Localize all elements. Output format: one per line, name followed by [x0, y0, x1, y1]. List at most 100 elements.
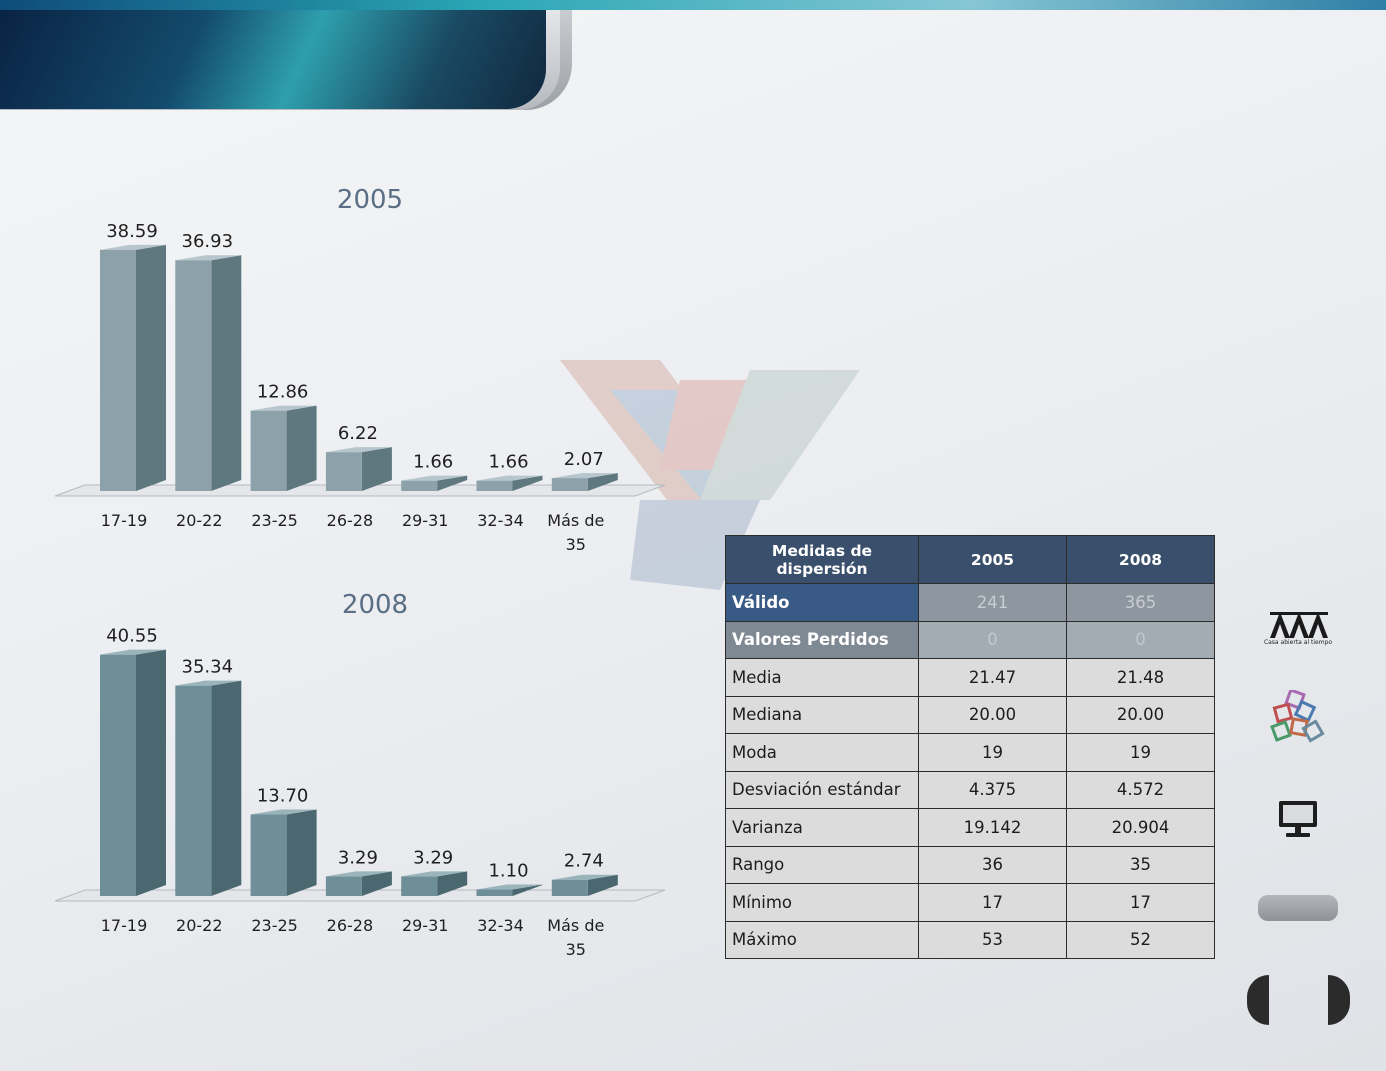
bar-side [512, 884, 543, 896]
x-tick-label: 20-22 [176, 511, 223, 530]
bar-value-label: 40.55 [106, 626, 158, 647]
uam-logo-icon[interactable] [1270, 612, 1328, 638]
chart-bar [175, 255, 242, 491]
dispersion-measures-table: Medidas de dispersión 2005 2008 Válido 2… [725, 535, 1215, 959]
x-tick-label: Más de 35 [547, 916, 604, 959]
row-label: Máximo [725, 920, 919, 959]
table-header-measure: Medidas de dispersión [725, 535, 919, 584]
bar-value-label: 2.07 [564, 449, 604, 470]
header-band [0, 10, 546, 109]
x-tick-label: 20-22 [176, 916, 223, 935]
bar-top [325, 871, 392, 877]
colored-squares-logo-icon[interactable] [1270, 690, 1326, 746]
row-value-2005: 19.142 [918, 808, 1067, 847]
bar-value-label: 36.93 [182, 231, 234, 252]
x-tick-label: 32-34 [477, 916, 524, 935]
x-tick-label: 26-28 [327, 511, 374, 530]
row-value-2008: 19 [1066, 733, 1215, 772]
bar-front [250, 410, 287, 491]
chart-bar [100, 244, 166, 491]
row-value-2008: 52 [1066, 920, 1215, 959]
chart-bar [100, 649, 166, 896]
x-tick-label: 17-19 [101, 916, 148, 935]
bar-value-label: 38.59 [106, 221, 158, 242]
table-row: Mediana 20.00 20.00 [725, 695, 1215, 734]
row-value-2005: 36 [918, 845, 1067, 884]
table-row: Varianza 19.142 20.904 [725, 808, 1215, 847]
bar-front [100, 249, 136, 491]
chart-bar [551, 473, 618, 491]
x-tick-label: 29-31 [402, 511, 449, 530]
row-value-2005: 20.00 [918, 695, 1067, 734]
bar-value-label: 2.74 [564, 851, 604, 872]
bar-front [175, 260, 212, 491]
chart-bar [250, 809, 317, 896]
bar-top [175, 680, 242, 686]
x-tick-label: 26-28 [327, 916, 374, 935]
next-arrow-icon[interactable] [1328, 975, 1350, 1025]
prev-arrow-icon[interactable] [1247, 975, 1269, 1025]
chart-2008: 2008 40.55 17-19 35.34 20-22 13.70 23-25 3.29 26… [54, 590, 666, 959]
bar-value-label: 1.66 [413, 452, 453, 473]
bar-side [211, 680, 242, 896]
bar-front [551, 879, 588, 896]
table-header-2008: 2008 [1066, 535, 1215, 584]
bar-front [325, 876, 362, 896]
bar-value-label: 6.22 [338, 423, 378, 444]
bar-top [476, 475, 543, 481]
x-tick-label: 29-31 [402, 916, 449, 935]
top-accent-strip [0, 0, 1386, 10]
x-tick-label: 17-19 [101, 511, 148, 530]
chart-bar [401, 871, 468, 896]
bar-top [100, 649, 166, 655]
nav-pill-button[interactable] [1258, 895, 1338, 921]
chart-bar [325, 871, 392, 896]
monitor-icon[interactable] [1278, 800, 1318, 838]
bar-front [476, 889, 513, 896]
row-value-2008: 4.572 [1066, 770, 1215, 809]
bar-top [551, 874, 618, 880]
table-header-2005: 2005 [918, 535, 1067, 584]
bar-value-label: 35.34 [182, 657, 234, 678]
bar-side [211, 255, 242, 491]
table-row-valido: Válido 241 365 [725, 583, 1215, 622]
table-row: Máximo 53 52 [725, 920, 1215, 959]
row-label: Valores Perdidos [725, 620, 919, 659]
row-value-2008: 365 [1066, 583, 1215, 622]
table-row: Rango 36 35 [725, 845, 1215, 884]
chart-title: 2005 [337, 185, 403, 215]
row-label: Varianza [725, 808, 919, 847]
bar-front [100, 654, 136, 896]
bar-side [437, 475, 468, 491]
bar-side [512, 475, 543, 491]
row-value-2005: 0 [918, 620, 1067, 659]
chart-bar [175, 680, 242, 896]
bar-top [401, 475, 468, 481]
bar-front [476, 480, 513, 491]
bar-value-label: 1.10 [488, 860, 528, 881]
row-value-2008: 0 [1066, 620, 1215, 659]
bar-value-label: 3.29 [413, 847, 453, 868]
table-row: Moda 19 19 [725, 733, 1215, 772]
bar-front [325, 452, 362, 491]
x-tick-label: 32-34 [477, 511, 524, 530]
bar-side [136, 649, 166, 896]
bar-side [286, 809, 317, 896]
row-value-2005: 53 [918, 920, 1067, 959]
chart-bar [551, 874, 618, 896]
row-value-2005: 19 [918, 733, 1067, 772]
bar-side [286, 405, 317, 491]
table-row: Desviación estándar 4.375 4.572 [725, 770, 1215, 809]
row-value-2008: 20.904 [1066, 808, 1215, 847]
bar-front [175, 685, 212, 896]
bar-top [175, 255, 242, 261]
bar-side [587, 473, 618, 491]
bar-value-label: 1.66 [488, 452, 528, 473]
row-label: Moda [725, 733, 919, 772]
row-label: Rango [725, 845, 919, 884]
bar-top [100, 244, 166, 250]
chart-bar [325, 447, 392, 491]
bar-top [401, 871, 468, 877]
bar-front [401, 876, 438, 896]
bar-value-label: 12.86 [257, 382, 309, 403]
